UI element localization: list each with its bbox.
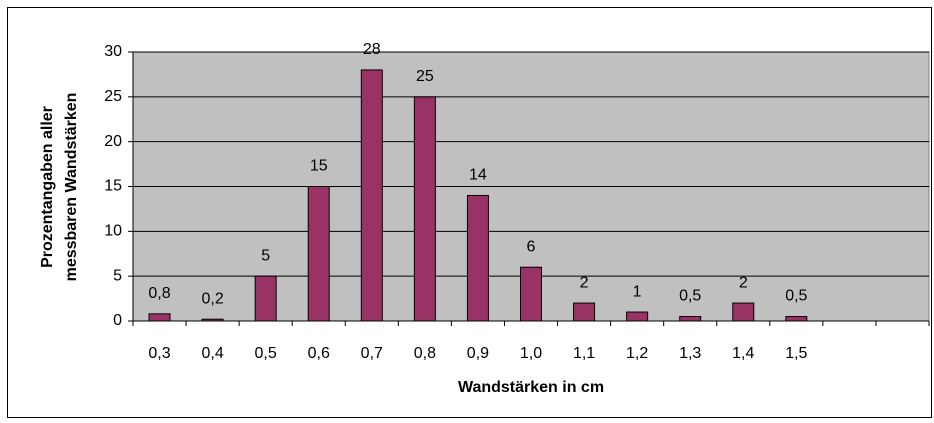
bar xyxy=(626,311,649,322)
y-axis-label: Prozentangaben aller xyxy=(39,106,56,268)
bar xyxy=(413,96,436,322)
y-tick-label: 20 xyxy=(104,133,122,150)
bar xyxy=(520,266,542,322)
bar xyxy=(466,194,489,322)
x-tick-label: 0,9 xyxy=(467,345,489,362)
x-tick-label: 0,6 xyxy=(308,345,330,362)
y-tick-label: 10 xyxy=(104,223,122,240)
data-label: 0,8 xyxy=(148,285,170,302)
x-tick-label: 1,3 xyxy=(679,345,701,362)
x-tick-label: 0,7 xyxy=(361,345,383,362)
bar xyxy=(785,316,808,322)
data-label: 1 xyxy=(633,283,642,300)
y-tick-label: 30 xyxy=(104,43,122,60)
x-tick-label: 0,4 xyxy=(201,345,223,362)
x-tick-label: 0,3 xyxy=(148,345,170,362)
data-label: 2 xyxy=(739,274,748,291)
x-tick-label: 1,0 xyxy=(520,345,542,362)
data-label: 5 xyxy=(261,247,270,264)
y-tick-label: 25 xyxy=(104,88,122,105)
data-label: 0,2 xyxy=(201,290,223,307)
data-label: 0,5 xyxy=(785,288,807,305)
bar xyxy=(573,302,596,322)
data-label: 14 xyxy=(469,167,487,184)
bar xyxy=(148,313,171,322)
data-label: 6 xyxy=(527,238,536,255)
data-label: 2 xyxy=(580,274,589,291)
data-label: 25 xyxy=(416,68,434,85)
y-tick-label: 5 xyxy=(113,267,122,284)
bar xyxy=(254,275,277,322)
x-tick-label: 1,2 xyxy=(626,345,648,362)
data-label: 0,5 xyxy=(679,288,701,305)
x-tick-label: 1,1 xyxy=(573,345,595,362)
x-axis-label: Wandstärken in cm xyxy=(458,379,604,396)
bar xyxy=(679,316,702,322)
bar xyxy=(360,69,383,322)
bar xyxy=(201,318,224,322)
x-tick-label: 0,8 xyxy=(414,345,436,362)
bar xyxy=(307,186,330,322)
x-tick-label: 0,5 xyxy=(255,345,277,362)
y-tick-label: 15 xyxy=(104,178,122,195)
x-tick-label: 1,5 xyxy=(785,345,807,362)
y-axis-label: messbaren Wandstärken xyxy=(63,93,80,282)
data-label: 28 xyxy=(363,41,381,58)
x-tick-label: 1,4 xyxy=(732,345,754,362)
data-label: 15 xyxy=(310,158,328,175)
bar xyxy=(732,302,755,322)
y-tick-label: 0 xyxy=(113,312,122,329)
